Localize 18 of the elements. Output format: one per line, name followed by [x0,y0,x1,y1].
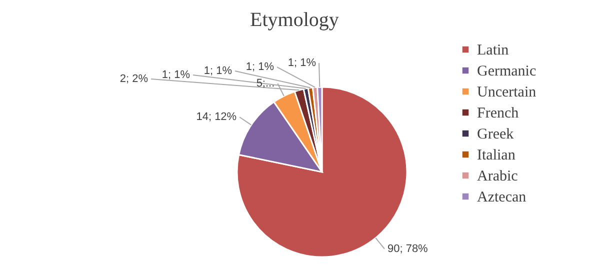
legend-label: French [477,106,520,122]
data-label: 1; 1% [204,65,232,78]
legend-label: Aztecan [477,190,527,206]
legend-label: Greek [477,126,514,142]
legend-label: Uncertain [477,84,537,100]
data-label: 1; 1% [288,57,316,70]
data-label: 1; 1% [246,61,274,74]
pie-slice [236,86,408,258]
data-label: 14; 12% [196,111,237,124]
legend-label: Arabic [477,168,518,184]
chart-title: Etymology [250,9,339,31]
legend-label: Italian [477,148,516,164]
data-label: 1; 1% [162,69,190,82]
legend-label: Germanic [477,64,536,80]
data-label: 5;... [256,77,275,90]
data-label: 90; 78% [387,242,428,255]
legend-label: Latin [477,42,510,58]
data-label: 2; 2% [120,73,148,86]
